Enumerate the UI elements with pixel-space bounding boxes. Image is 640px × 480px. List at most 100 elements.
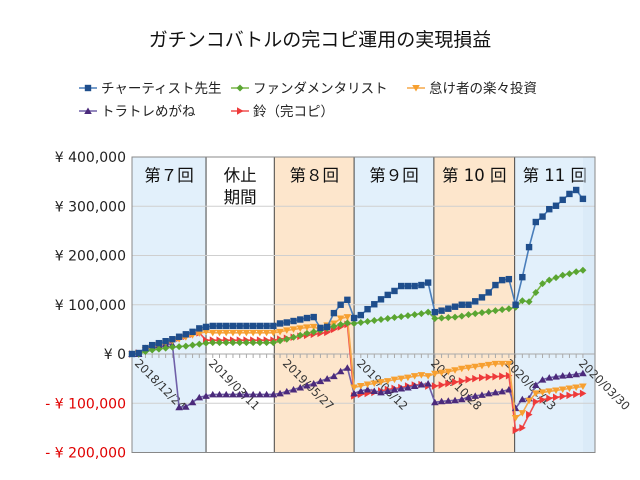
y-tick-label: ¥ 300,000 — [55, 199, 126, 215]
data-point — [276, 320, 284, 327]
data-point — [552, 387, 560, 394]
data-point — [559, 271, 567, 279]
data-point — [235, 390, 244, 398]
data-point — [552, 373, 560, 380]
data-point — [458, 377, 466, 385]
data-point — [209, 322, 216, 330]
data-point — [222, 390, 231, 398]
data-point — [182, 331, 190, 338]
data-point — [215, 329, 224, 337]
data-point — [383, 378, 392, 385]
data-point — [216, 322, 223, 330]
data-point — [532, 397, 540, 406]
data-point — [444, 314, 452, 322]
data-point — [525, 298, 533, 306]
data-point — [485, 373, 493, 381]
data-point — [511, 404, 520, 412]
data-point — [309, 380, 318, 387]
data-point — [303, 329, 311, 337]
data-point — [559, 392, 567, 401]
data-point — [323, 375, 331, 382]
plot-border — [131, 156, 596, 453]
data-point — [236, 322, 243, 330]
legend-label: トラトレめがね — [101, 104, 196, 120]
data-point — [229, 329, 237, 337]
data-point — [498, 306, 506, 314]
data-point — [438, 307, 445, 314]
data-point — [498, 387, 506, 395]
data-point — [546, 394, 553, 403]
data-point — [397, 313, 405, 321]
data-point — [344, 296, 351, 304]
data-point — [410, 373, 419, 380]
data-point — [458, 312, 466, 320]
data-point — [558, 372, 567, 379]
data-point — [417, 372, 426, 379]
data-point — [182, 403, 190, 410]
data-point — [572, 384, 580, 391]
data-point — [209, 339, 217, 347]
data-point — [390, 376, 399, 384]
data-point — [282, 387, 291, 395]
data-point — [223, 322, 230, 330]
data-point — [256, 322, 264, 330]
data-point — [472, 298, 479, 305]
data-point — [350, 389, 358, 397]
data-point — [398, 282, 405, 290]
data-point — [579, 389, 587, 398]
data-point — [208, 329, 217, 337]
data-point — [317, 324, 324, 332]
data-point — [309, 323, 318, 331]
data-point — [505, 360, 513, 368]
data-point — [363, 381, 372, 389]
data-point — [263, 339, 271, 347]
data-point — [411, 282, 418, 290]
data-point — [390, 314, 398, 322]
data-point — [330, 322, 338, 330]
data-point — [169, 336, 176, 343]
data-point — [384, 315, 392, 323]
data-point — [195, 340, 203, 348]
data-point — [431, 308, 439, 316]
data-point — [269, 339, 277, 347]
data-point — [505, 305, 513, 313]
data-point — [249, 390, 257, 398]
data-point — [297, 316, 304, 323]
data-point — [472, 374, 479, 383]
data-point — [303, 324, 311, 331]
data-point — [371, 301, 378, 308]
data-point — [189, 328, 196, 336]
data-point — [222, 339, 230, 347]
data-point — [249, 322, 257, 330]
data-point — [565, 270, 573, 278]
data-point — [162, 337, 169, 345]
data-point — [532, 218, 539, 226]
data-point — [404, 312, 412, 320]
data-point — [518, 410, 527, 417]
data-point — [364, 305, 371, 313]
data-point — [195, 393, 204, 401]
data-point — [270, 322, 277, 330]
data-point — [573, 390, 580, 399]
data-point — [384, 291, 391, 299]
data-point — [336, 367, 345, 375]
data-point — [451, 367, 459, 374]
data-point — [445, 379, 452, 388]
data-point — [343, 364, 352, 371]
data-point — [323, 323, 331, 331]
legend-label: 鈴（完コピ） — [253, 104, 334, 120]
data-point — [418, 281, 425, 289]
data-point — [208, 390, 217, 398]
legend-marker — [237, 107, 244, 115]
data-point — [350, 319, 358, 327]
data-point — [148, 341, 156, 349]
data-point — [370, 387, 379, 394]
y-tick-label: ¥ 100,000 — [55, 298, 126, 314]
data-point — [519, 424, 526, 432]
data-point — [357, 387, 365, 394]
data-point — [256, 339, 264, 347]
data-point — [182, 342, 190, 350]
data-point — [525, 397, 533, 405]
data-point — [484, 361, 493, 369]
